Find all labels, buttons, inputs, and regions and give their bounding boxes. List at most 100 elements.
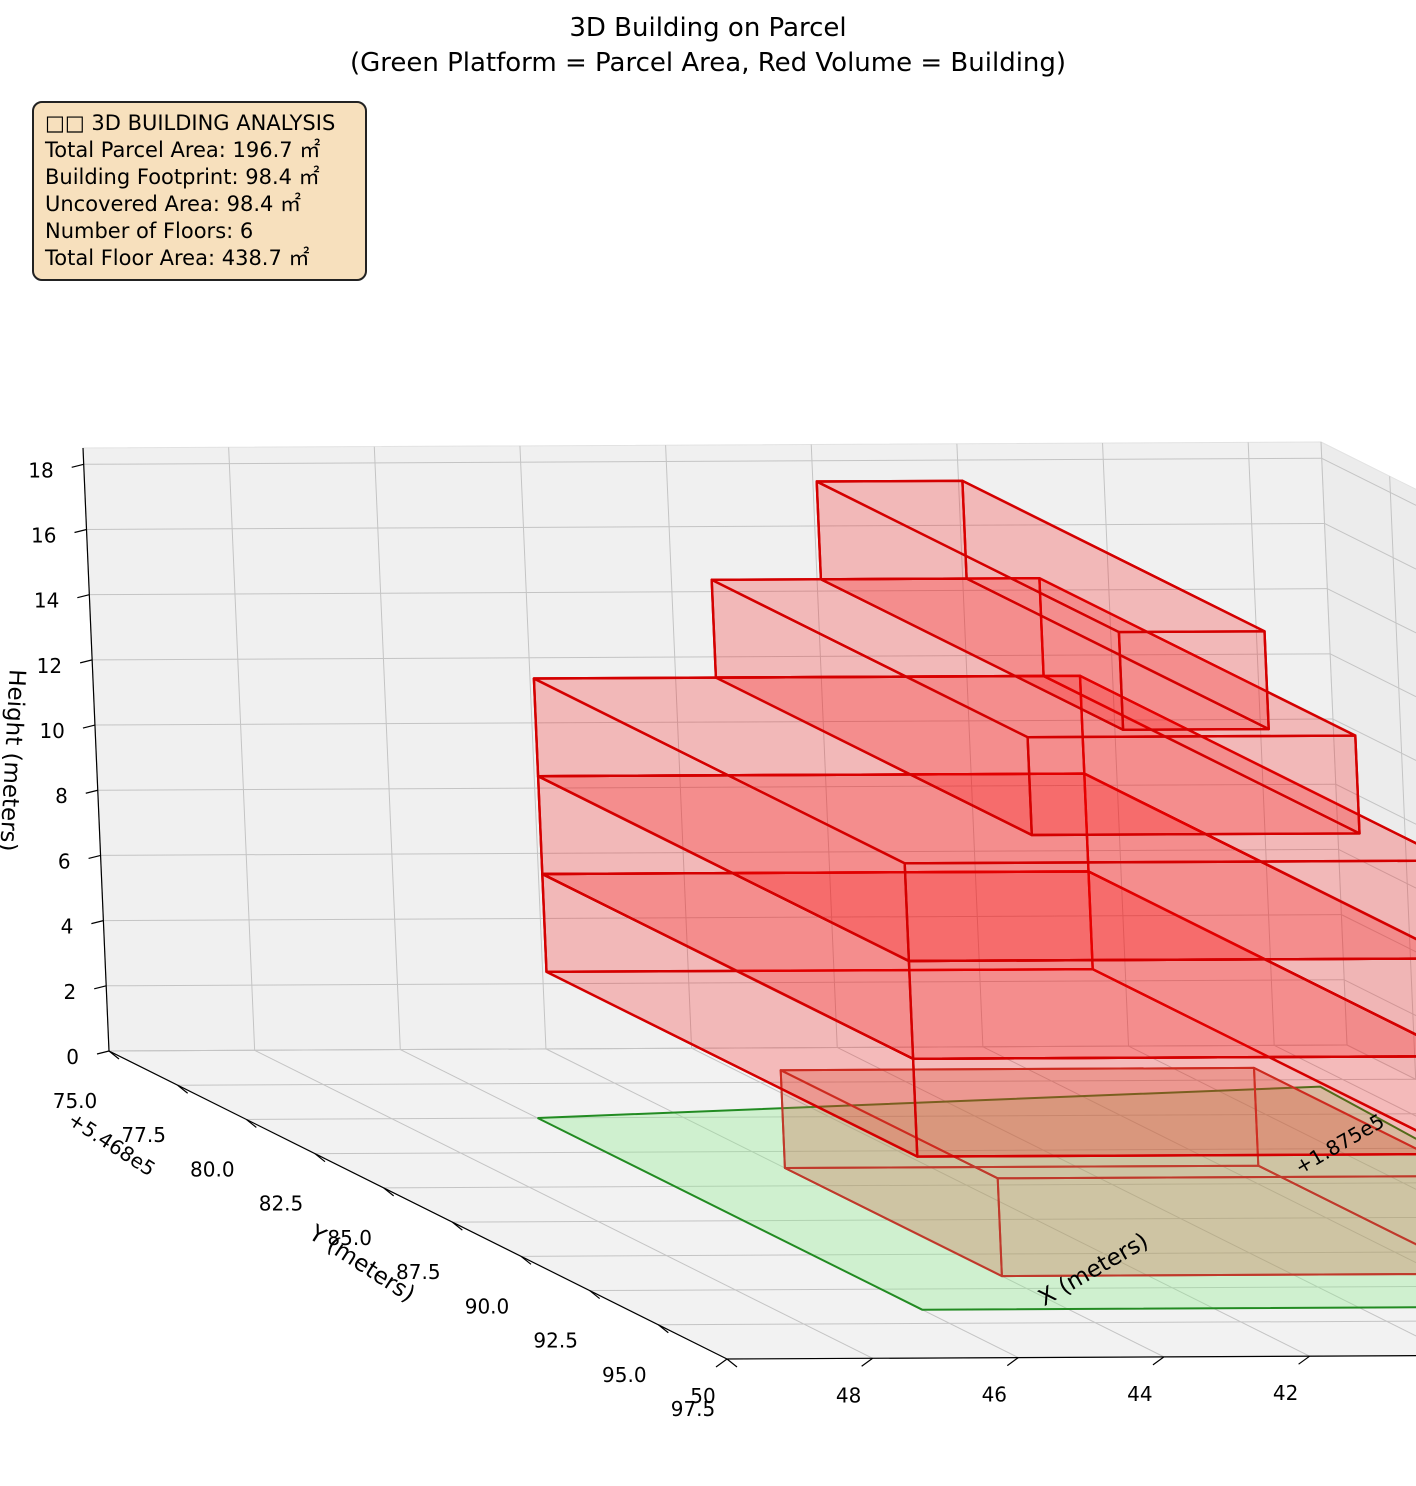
z-axis-label: Height (meters) [0,669,30,853]
building-floor-4 [710,577,1361,837]
x-grid-floor [254,1049,873,1359]
box-face [1253,1066,1416,1246]
y-tick-mark [520,1255,532,1265]
box-face [1087,870,1416,1132]
z-tick-mark [85,789,98,794]
info-line-floor-area: Total Floor Area: 438.7 ㎡ [45,246,310,270]
info-box: □□ 3D BUILDING ANALYSIS Total Parcel Are… [32,101,367,281]
y-tick-label: 92.5 [533,1329,578,1353]
x-tick-label: 46 [982,1383,1007,1407]
x-tick-label: 42 [1273,1381,1298,1405]
y-grid-floor [520,1251,1416,1257]
y-grid-floor [658,1320,1416,1326]
y-tick-mark [657,1324,669,1334]
z-grid-back [86,522,1325,530]
z-tick-mark [88,854,101,860]
info-line-floors: Number of Floors: 6 [45,219,254,243]
y-tick-label: 87.5 [396,1260,441,1284]
y-tick-mark [314,1153,326,1163]
tick-labels: 34363840424446485075.077.580.082.585.087… [28,458,1298,1421]
z-tick-mark [96,1050,110,1055]
info-line-uncovered: Uncovered Area: 98.4 ㎡ [45,192,302,216]
y-tick-label: 95.0 [602,1363,647,1387]
x-grid-floor [1128,1045,1416,1190]
chart-subtitle: (Green Platform = Parcel Area, Red Volum… [350,48,1066,78]
info-box-title: □□ 3D BUILDING ANALYSIS [45,111,336,135]
y-grid-side [1320,441,1348,1046]
z-axis-line [82,447,110,1052]
z-grid-back [97,783,1336,791]
x-tick-label: 44 [1127,1382,1152,1406]
info-line-footprint: Building Footprint: 98.4 ㎡ [45,165,320,189]
y-tick-label: 75.0 [53,1089,98,1113]
x-tick-mark [1152,1356,1165,1366]
box-face [779,1066,1416,1180]
z-tick-label: 8 [55,784,68,808]
x-grid-back [956,443,984,1047]
chart-title: 3D Building on Parcel [569,13,846,43]
z-tick-label: 2 [63,980,76,1004]
y-tick-label: 90.0 [465,1294,510,1318]
z-tick-mark [91,920,104,925]
z-grid-back [108,1044,1348,1052]
z-grid-back [94,718,1333,726]
x-tick-mark [1006,1357,1019,1367]
z-tick-label: 16 [31,524,56,548]
y-grid-floor [246,1113,1416,1120]
z-tick-mark [94,985,107,990]
building-floor-1 [541,870,1416,1158]
z-tick-mark [71,463,84,468]
z-tick-label: 10 [39,719,64,743]
y-tick-mark [451,1221,463,1231]
box-face [1083,772,1416,1036]
x-tick-mark [1298,1355,1310,1365]
y-tick-label: 97.5 [671,1397,716,1421]
y-grid-floor [589,1286,1416,1292]
x-tick-label: 48 [836,1383,861,1407]
x-tick-mark [715,1358,728,1368]
z-tick-label: 6 [58,849,71,873]
z-tick-label: 4 [61,915,74,939]
tick-marks [71,463,1310,1368]
y-grid-floor [452,1216,1416,1223]
y-tick-mark [108,1050,120,1060]
x-grid-back [228,447,256,1051]
box-face [815,479,1266,634]
y-tick-mark [589,1290,601,1300]
info-line-parcel-area: Total Parcel Area: 196.7 ㎡ [45,138,321,162]
y-grid-side [1389,476,1416,1080]
building-floor-5 [815,479,1270,731]
y-tick-label: 85.0 [327,1226,372,1250]
x-grid-back [1247,442,1275,1046]
building-floor-3 [532,674,1416,963]
y-tick-label: 82.5 [259,1192,304,1216]
x-axis-line [726,1355,1416,1360]
z-grid-back [103,914,1342,922]
axis-panes [82,441,1416,1360]
y-tick-label: 80.0 [190,1157,235,1181]
z-tick-label: 18 [28,458,53,482]
z-tick-mark [77,594,90,599]
x-grid-floor [691,1047,1310,1357]
ground-footprint-box [779,1066,1416,1278]
z-grid-back [83,457,1322,465]
y-tick-mark [177,1084,189,1094]
z-grid-back [92,653,1331,661]
x-grid-floor [982,1046,1416,1264]
y-grid-floor [314,1147,1416,1155]
z-tick-mark [82,724,96,729]
z-tick-label: 14 [34,589,59,613]
y-axis-line [108,1050,728,1360]
x-grid-floor [837,1047,1416,1337]
building-layer [532,479,1416,1278]
z-grid-back [100,848,1339,856]
x-grid-floor [1273,1044,1416,1117]
z-tick-mark [74,528,87,534]
y-tick-mark [245,1118,257,1128]
y-tick-mark [383,1187,395,1197]
y-grid-floor [383,1182,1416,1189]
y-tick-label: 77.5 [121,1123,166,1147]
z-grid-back [106,979,1345,987]
z-grid-back [89,588,1328,596]
